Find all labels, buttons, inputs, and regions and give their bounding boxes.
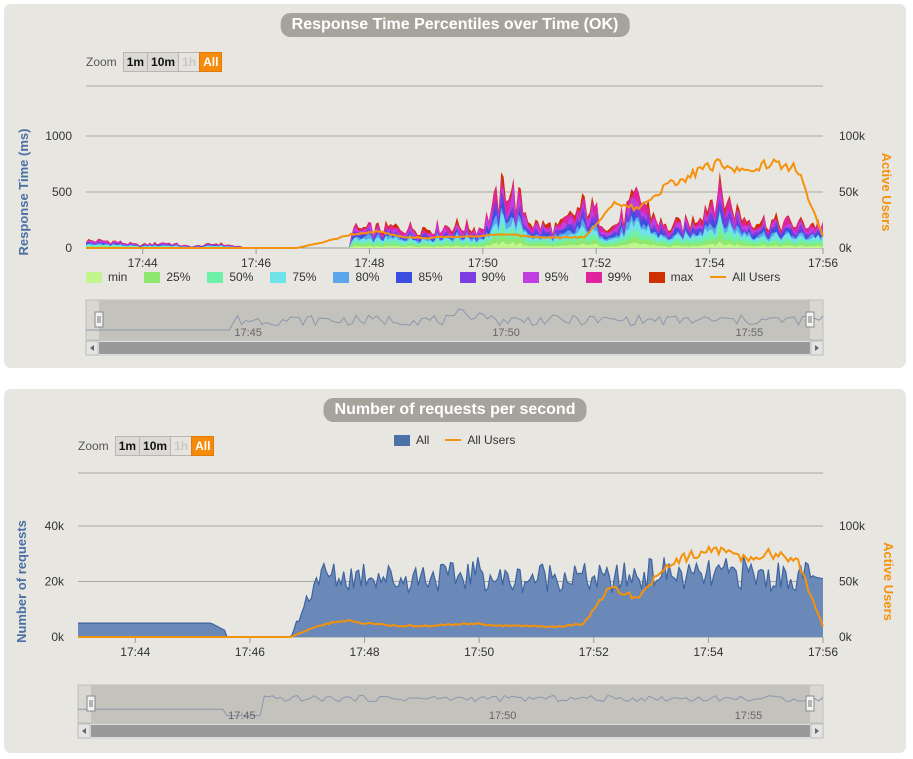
series-line-all-outline <box>78 556 824 638</box>
legend-item-min[interactable]: min <box>86 270 127 284</box>
legend-item-max[interactable]: max <box>648 270 693 284</box>
series-area-min <box>86 241 823 248</box>
zoom-1h-button: 1h <box>170 436 193 456</box>
y-tick-label: 500 <box>52 185 72 199</box>
zoom-10m-button[interactable]: 10m <box>139 436 172 456</box>
x-tick-label: 17:48 <box>350 645 380 659</box>
x-tick-label: 17:44 <box>128 256 158 270</box>
legend-item-25[interactable]: 25% <box>144 270 190 284</box>
chart-title: Number of requests per second <box>323 398 587 422</box>
navigator-series <box>86 308 824 331</box>
y2-tick-label: 100k <box>839 129 866 143</box>
response-time-panel: Response Time Percentiles over Time (OK)… <box>4 4 906 368</box>
chart-title: Response Time Percentiles over Time (OK) <box>280 13 630 37</box>
arrow-left-icon <box>82 728 86 734</box>
zoom-all-button[interactable]: All <box>191 436 215 456</box>
zoom-controls: Zoom 1m 10m 1h All <box>86 52 223 72</box>
navigator-tick-label: 17:50 <box>489 710 517 722</box>
series-line-all-users <box>86 157 824 249</box>
navigator-tick-label: 17:55 <box>735 710 763 722</box>
x-tick-label: 17:56 <box>808 256 838 270</box>
x-tick-label: 17:56 <box>808 645 838 659</box>
y-tick-label: 40k <box>45 519 65 533</box>
zoom-label: Zoom <box>78 439 109 453</box>
y-tick-label: 1000 <box>45 129 72 143</box>
zoom-1h-button: 1h <box>178 52 201 72</box>
x-tick-label: 17:54 <box>693 645 723 659</box>
x-tick-label: 17:50 <box>464 645 494 659</box>
response-time-chart: 0 0k 500 50k 1000 100k Response Time (ms) Activ… <box>16 85 894 356</box>
legend-item-80[interactable]: 80% <box>333 270 379 284</box>
legend-item-95[interactable]: 95% <box>522 270 569 284</box>
x-tick-label: 17:50 <box>468 256 498 270</box>
legend-item-all-users[interactable]: All Users <box>445 433 515 447</box>
legend-item-75[interactable]: 75% <box>270 270 316 284</box>
legend-item-99[interactable]: 99% <box>585 270 632 284</box>
zoom-label: Zoom <box>86 55 117 69</box>
chart-legend: min 25% 50% 75% 80% 85% 90% 95% 99% max … <box>86 270 780 284</box>
navigator-series <box>78 694 824 717</box>
navigator-tick-label: 17:55 <box>736 327 764 339</box>
scrollbar-thumb[interactable] <box>91 725 810 737</box>
x-tick-label: 17:46 <box>241 256 271 270</box>
y2-axis-title: Active Users <box>879 153 894 232</box>
y-tick-label: 20k <box>45 575 65 589</box>
x-tick-label: 17:52 <box>579 645 609 659</box>
chart-legend: All All Users <box>394 433 515 447</box>
y2-tick-label: 50k <box>839 575 859 589</box>
x-tick-label: 17:48 <box>354 256 384 270</box>
navigator-handle-left[interactable] <box>86 695 96 712</box>
y-tick-label: 0 <box>65 241 72 255</box>
zoom-10m-button[interactable]: 10m <box>147 52 180 72</box>
requests-panel: Number of requests per second Zoom 1m 10… <box>4 389 906 753</box>
zoom-controls: Zoom 1m 10m 1h All <box>78 436 215 456</box>
y2-tick-label: 100k <box>839 519 866 533</box>
legend-item-50[interactable]: 50% <box>207 270 253 284</box>
y2-axis-title: Active Users <box>881 542 896 621</box>
arrow-right-icon <box>815 728 819 734</box>
navigator-handle-right[interactable] <box>805 695 815 712</box>
zoom-all-button[interactable]: All <box>199 52 223 72</box>
arrow-left-icon <box>90 345 94 351</box>
series-line-all-users <box>78 544 824 638</box>
scrollbar-thumb[interactable] <box>99 342 810 354</box>
legend-item-all-users[interactable]: All Users <box>710 270 780 284</box>
x-tick-label: 17:44 <box>120 645 150 659</box>
y-tick-label: 0k <box>51 630 65 644</box>
navigator-tick-label: 17:45 <box>228 710 256 722</box>
navigator-tick-label: 17:45 <box>234 327 262 339</box>
legend-item-all[interactable]: All <box>394 433 429 447</box>
x-tick-label: 17:54 <box>695 256 725 270</box>
navigator-selection <box>99 300 810 340</box>
y2-tick-label: 0k <box>839 241 853 255</box>
navigator-handle-right[interactable] <box>805 311 815 328</box>
x-tick-label: 17:46 <box>235 645 265 659</box>
requests-chart: 0k 0k 20k 50k 40k 100k Number of requests Activ… <box>14 472 896 739</box>
legend-item-85[interactable]: 85% <box>396 270 443 284</box>
y-axis-title: Number of requests <box>14 520 29 643</box>
y2-tick-label: 50k <box>839 185 859 199</box>
navigator-selection <box>91 685 810 723</box>
navigator-tick-label: 17:50 <box>492 327 520 339</box>
y2-tick-label: 0k <box>839 630 853 644</box>
zoom-1m-button[interactable]: 1m <box>114 436 141 456</box>
arrow-right-icon <box>815 345 819 351</box>
y-axis-title: Response Time (ms) <box>16 129 31 256</box>
x-tick-label: 17:52 <box>581 256 611 270</box>
legend-item-90[interactable]: 90% <box>459 270 506 284</box>
navigator-handle-left[interactable] <box>94 311 104 328</box>
